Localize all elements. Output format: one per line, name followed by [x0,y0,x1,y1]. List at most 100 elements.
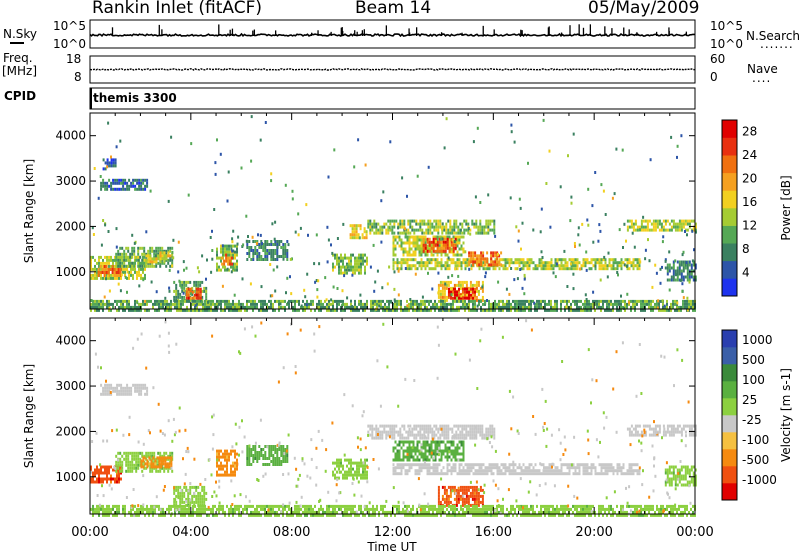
power-cell [369,219,372,223]
velocity-cell [486,466,489,470]
power-cell [658,308,660,312]
velocity-cell [416,469,419,473]
power-cell [592,258,595,262]
power-cell [197,287,200,291]
power-cell [278,302,280,306]
power-cell [656,299,658,303]
velocity-cell [398,443,401,447]
velocity-cell [148,462,151,466]
velocity-cell [424,463,427,467]
power-cell [498,308,500,312]
power-cell [654,222,657,226]
power-cell [394,261,397,265]
power-cell [438,308,440,312]
power-cell [437,231,440,235]
velocity-cell [471,424,474,428]
velocity-cell [438,463,441,467]
power-noise-cell [315,233,318,237]
velocity-cell [150,462,153,466]
velocity-cell [449,427,452,431]
power-cell [447,283,450,287]
power-cell [410,235,413,239]
velocity-cell [379,424,382,428]
freq-label: Freq. [3,51,33,65]
power-cell [144,302,146,306]
power-cell [536,299,538,303]
power-cell [446,237,449,241]
power-cell [110,308,112,312]
power-cell [234,265,236,269]
power-cell [674,225,677,229]
power-cell [676,266,679,270]
velocity-cell [252,457,255,460]
power-noise-cell [291,197,294,201]
velocity-cell [566,472,569,476]
velocity-cell [560,469,563,473]
power-cell [630,308,632,312]
power-cell [128,178,131,182]
power-cell [435,222,438,226]
power-cell [596,258,599,262]
power-cell [342,265,344,269]
power-cell [476,257,479,261]
power-cell [378,308,380,312]
velocity-cell [179,494,182,498]
power-cell [183,289,186,293]
power-cell [464,302,466,306]
power-cell [626,302,628,306]
power-cell [191,292,194,296]
power-cell [456,244,459,248]
velocity-cell [146,392,149,396]
power-cell [556,305,558,309]
power-cell [578,305,580,309]
power-cell [367,222,370,226]
power-cell [409,231,412,235]
power-cell [196,299,198,303]
velocity-cell [404,440,407,444]
power-cell [448,290,450,294]
velocity-cell [416,449,419,453]
power-noise-cell [587,223,590,227]
power-noise-cell [519,268,522,271]
power-cell [584,308,586,312]
power-cell [101,268,104,271]
power-cell [358,302,360,306]
velocity-cell [397,430,400,434]
power-cell [430,244,433,248]
power-noise-cell [351,305,354,309]
velocity-cell [102,386,105,390]
power-cell [216,308,218,312]
velocity-cell [466,469,469,473]
power-cell [406,253,409,257]
velocity-cell [100,471,102,475]
power-cell [482,302,484,306]
velocity-cell [220,467,222,471]
power-cell [628,258,631,262]
power-cell [440,258,443,262]
power-cell [117,264,120,268]
power-cell [409,219,412,223]
power-cell [439,295,442,299]
power-cell [141,264,144,268]
velocity-cell [482,472,485,476]
velocity-cell [413,427,416,431]
velocity-cell [130,389,133,393]
power-cell [414,258,417,262]
power-cell [410,241,413,245]
power-cell [672,302,674,306]
velocity-cell [450,466,453,470]
power-cell [590,305,592,309]
power-cell [606,299,608,303]
power-cell [402,261,405,265]
power-cell [608,264,611,268]
power-cell [546,267,549,271]
power-cell [136,273,138,277]
velocity-cell [122,392,125,396]
power-cell [606,267,609,271]
velocity-cell [437,436,440,440]
velocity-cell [274,457,277,460]
power-cell [646,222,649,226]
power-cell [464,305,466,309]
power-cell [362,308,364,312]
velocity-cell [404,463,407,467]
